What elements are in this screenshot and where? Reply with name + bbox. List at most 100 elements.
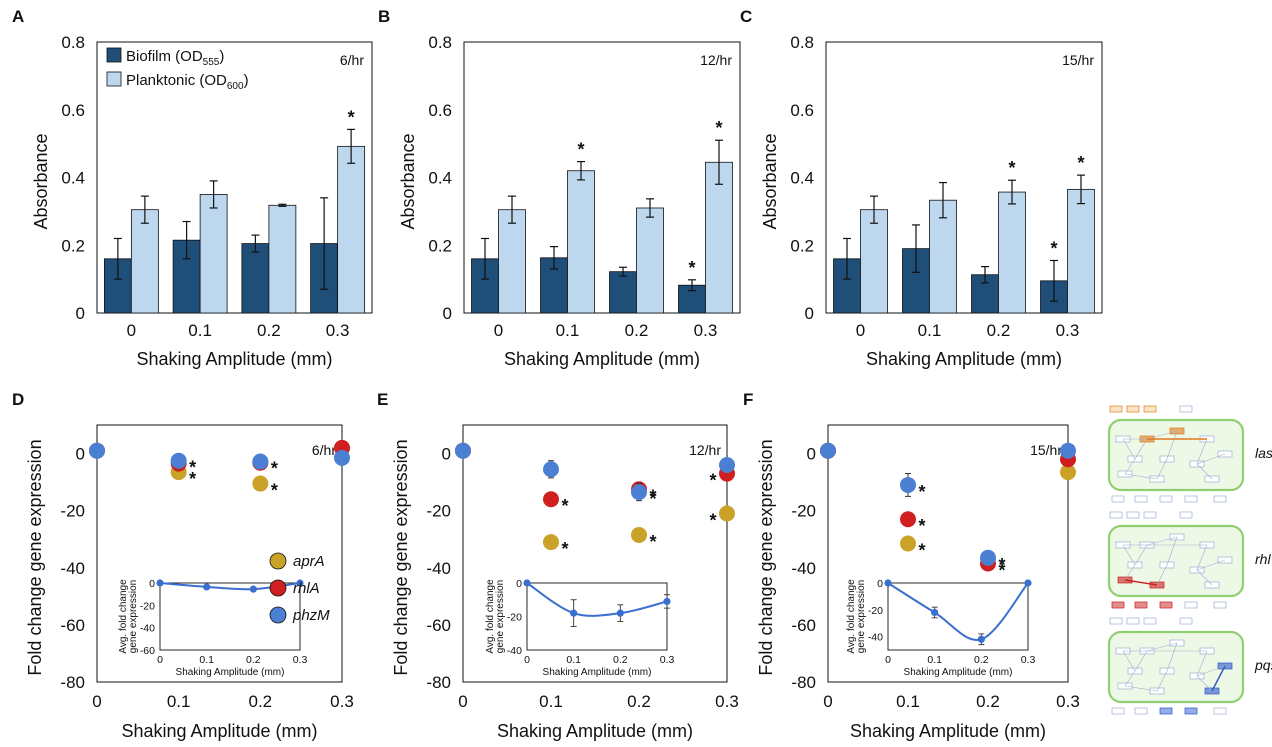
point-phzM [631,484,647,501]
node-link [1196,463,1213,480]
point-phzM [334,449,350,466]
network-label: rhl [1255,551,1271,567]
scatter-panel-E: E 0 -20 -40 -60 -80 0 0.1 0.2 0.3 Shaking Amplitud… [377,390,739,741]
inset-y-tick: 0 [877,578,883,590]
significance-star: * [688,258,695,278]
y-tick-label: -80 [60,673,85,692]
legend-text-end: ) [219,48,224,65]
inset-y-label-1: Avg. fold change [118,579,129,654]
plot-frame [463,41,741,314]
panel-letter: E [377,390,388,409]
bar-panel-B: B 0 0.2 0.4 0.6 0.8 Absorbance 0 0.1 * 0.2 0.3 * * Sha… [378,7,741,369]
x-tick-label: 0 [127,321,136,340]
y-tick-label: -80 [791,673,816,692]
significance-star: * [918,541,925,561]
legend-label: Biofilm (OD555) [126,48,224,68]
point-phzM [543,461,559,478]
x-tick-label: 0.2 [987,321,1011,340]
inset-x-label: Shaking Amplitude (mm) [176,667,285,678]
rate-label: 6/hr [312,442,336,458]
y-tick-label: 0.6 [428,101,452,120]
y-tick-label: 0.4 [61,169,85,188]
point-phzM [252,453,269,470]
y-tick-label: 0.8 [61,33,85,52]
node-link [1196,665,1226,677]
x-tick-label: 0.2 [249,692,273,711]
inset-point [156,579,164,587]
network-las: las [1107,405,1272,503]
inset-y-tick: -40 [868,632,883,644]
node-link [1166,642,1178,672]
inset-y-label-2: gene expression [128,580,139,653]
x-tick-label: 0.1 [539,692,563,711]
network-pqs: pqs [1107,617,1272,715]
significance-star: * [918,482,925,502]
bar-biofilm [609,271,637,314]
significance-star: * [1077,153,1084,173]
x-tick-label: 0 [458,692,467,711]
legend-text-end: ) [244,72,249,89]
plot-frame [827,424,1069,683]
x-axis-label: Shaking Amplitude (mm) [121,721,317,741]
bar-panel-C: C 0 0.2 0.4 0.6 0.8 Absorbance 0 0.1 0.2 * 0.3 * * Sha… [740,7,1103,369]
node-box [1159,495,1173,503]
legend-swatch [106,71,122,87]
point-rhlA [900,511,916,528]
x-tick-label: 0.3 [330,692,354,711]
node-link [1196,650,1208,677]
gene-legend-marker [269,552,287,570]
node-box [1126,617,1140,625]
node-link [1124,458,1136,475]
gene-legend-label: phzM [292,607,330,624]
node-link [1134,544,1148,566]
bar-planktonic [337,145,366,314]
inset-x-tick: 0 [885,654,891,666]
y-tick-label: 0.6 [790,101,814,120]
node-link [1146,642,1178,652]
significance-star: * [709,511,716,531]
node-link [1122,650,1136,672]
panel-letter: B [378,7,390,26]
inset-point [570,609,578,617]
point-phzM [170,452,187,469]
legend-text: Planktonic (OD [126,72,227,89]
node-link [1196,453,1226,465]
gene-legend-marker [269,579,287,597]
bar-planktonic [498,209,526,314]
bar-planktonic [268,204,297,314]
x-tick-label: 0.3 [715,692,739,711]
inset-point [663,597,671,606]
inset-y-label-2: gene expression [495,580,506,653]
inset-y-tick: -20 [140,600,155,612]
bar-planktonic [705,161,733,314]
inset-point [1024,579,1032,587]
y-tick-label: -40 [791,559,816,578]
node-box [1213,707,1227,715]
panel-letter: C [740,7,752,26]
node-box [1126,511,1140,519]
gene-legend-label: rhlA [293,580,320,597]
x-axis-label: Shaking Amplitude (mm) [850,721,1046,741]
inset-x-tick: 0.2 [246,654,261,666]
node-box [1179,511,1193,519]
node-link [1122,438,1136,460]
legend-label: Planktonic (OD600) [126,72,249,92]
y-tick-label: -20 [60,502,85,521]
inset-line [887,582,1029,641]
node-link [1196,559,1226,571]
significance-star: * [998,560,1005,580]
y-tick-label: 0 [807,445,816,464]
node-box [1111,601,1125,609]
inset-point [296,579,304,587]
significance-star: * [271,481,278,501]
y-tick-label: -60 [426,616,451,635]
x-tick-label: 0.2 [257,321,281,340]
x-tick-label: 0 [494,321,503,340]
y-tick-label: 0 [76,304,85,323]
significance-star: * [271,459,278,479]
panel-letter: F [743,390,753,409]
bar-planktonic [860,209,888,314]
legend-subscript: 555 [203,57,220,68]
inset-point [249,585,257,593]
inset-point [977,635,985,643]
